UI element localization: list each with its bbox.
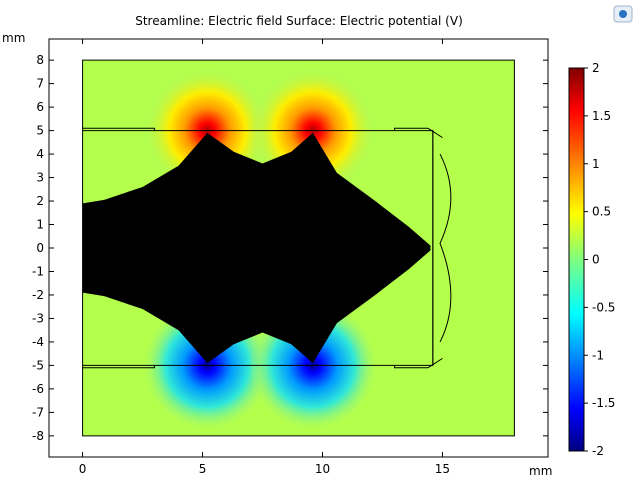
y-tick-label: 5 bbox=[36, 124, 44, 138]
comsol-logo-icon bbox=[613, 5, 633, 23]
y-tick-label: -5 bbox=[32, 358, 44, 372]
x-tick-label: 10 bbox=[315, 462, 330, 476]
y-tick-label: -6 bbox=[32, 382, 44, 396]
colorbar-tick-label: 1 bbox=[592, 157, 600, 171]
streamline-region bbox=[82, 132, 431, 364]
y-tick-label: -2 bbox=[32, 288, 44, 302]
y-tick-label: -1 bbox=[32, 264, 44, 278]
x-tick-label: 0 bbox=[79, 462, 87, 476]
y-tick-label: 6 bbox=[36, 100, 44, 114]
colorbar-ticks: 2 1.5 1 0.5 0 -0.5 -1 -1.5 -2 bbox=[584, 61, 615, 458]
y-unit-label: mm bbox=[2, 31, 25, 45]
x-tick-label: 5 bbox=[199, 462, 207, 476]
boundary-line bbox=[393, 127, 443, 139]
colorbar-tick-label: -1 bbox=[592, 348, 604, 362]
y-tick-label: -3 bbox=[32, 311, 44, 325]
domain-outline bbox=[82, 59, 515, 437]
colorbar: 2 1.5 1 0.5 0 -0.5 -1 -1.5 -2 bbox=[568, 61, 615, 458]
colorbar-tick-label: 0.5 bbox=[592, 205, 611, 219]
colorbar-tick-label: 1.5 bbox=[592, 109, 611, 123]
colorbar-tick-label: -2 bbox=[592, 444, 604, 458]
colorbar-tick-label: -0.5 bbox=[592, 300, 615, 314]
y-tick-label: 8 bbox=[36, 53, 44, 67]
colorbar-tick-label: 0 bbox=[592, 253, 600, 267]
x-tick-label: 15 bbox=[435, 462, 450, 476]
x-axis: 0 5 10 15 bbox=[79, 39, 450, 476]
boundary-line bbox=[82, 130, 434, 366]
y-tick-label: -7 bbox=[32, 405, 44, 419]
y-tick-label: 1 bbox=[36, 218, 44, 232]
y-tick-label: -4 bbox=[32, 335, 44, 349]
y-tick-label: 3 bbox=[36, 171, 44, 185]
chart-title: Streamline: Electric field Surface: Elec… bbox=[135, 14, 463, 28]
top-right-logo bbox=[613, 5, 633, 23]
y-tick-label: -8 bbox=[32, 429, 44, 443]
x-unit-label: mm bbox=[529, 464, 552, 478]
colorbar-scale bbox=[568, 67, 585, 452]
y-tick-label: 2 bbox=[36, 194, 44, 208]
boundary-line bbox=[393, 357, 443, 369]
colorbar-tick-label: 2 bbox=[592, 61, 600, 75]
y-tick-label: 7 bbox=[36, 77, 44, 91]
electrode-boundaries bbox=[82, 127, 452, 369]
boundary-line bbox=[82, 127, 156, 131]
boundary-line bbox=[82, 365, 156, 369]
edge-streamlines bbox=[439, 153, 452, 343]
colorbar-tick-label: -1.5 bbox=[592, 396, 615, 410]
y-tick-label: 0 bbox=[36, 241, 44, 255]
plot-area bbox=[48, 38, 549, 458]
y-tick-label: 4 bbox=[36, 147, 44, 161]
y-axis: 8 7 6 5 4 3 2 1 0 -1 -2 -3 -4 -5 -6 -7 -8 bbox=[32, 53, 548, 443]
